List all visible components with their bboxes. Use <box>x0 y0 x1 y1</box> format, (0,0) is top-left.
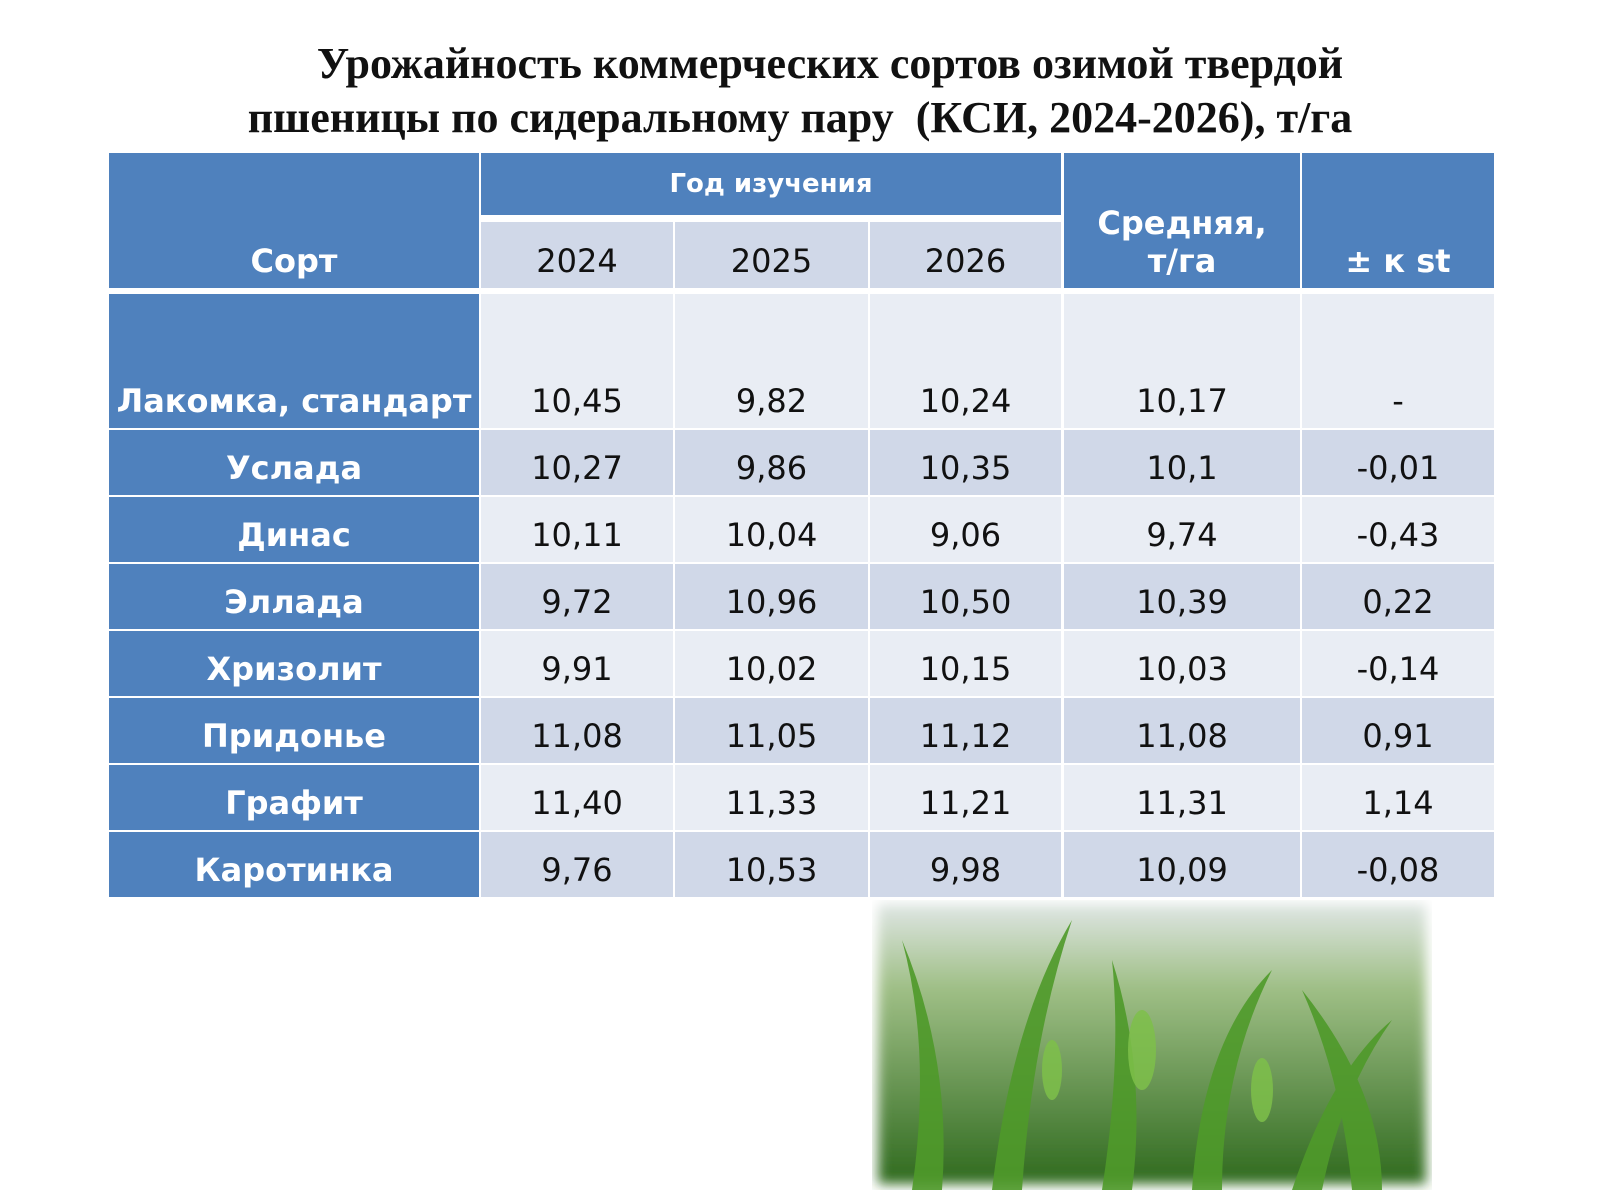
table-cell: 9,91 <box>481 631 673 696</box>
table-cell: 10,11 <box>481 497 673 562</box>
table-cell: 9,82 <box>675 294 868 428</box>
table-cell: 9,06 <box>870 497 1061 562</box>
table-cell: 11,40 <box>481 765 673 830</box>
row-label: Хризолит <box>109 631 479 696</box>
table-cell: 11,33 <box>675 765 868 830</box>
table-cell: 11,21 <box>870 765 1061 830</box>
table-cell: 10,27 <box>481 430 673 495</box>
table-cell: 9,76 <box>481 832 673 897</box>
table-cell: 9,74 <box>1064 497 1300 562</box>
table-cell: -0,08 <box>1302 832 1494 897</box>
table-cell: 10,35 <box>870 430 1061 495</box>
table-cell: -0,01 <box>1302 430 1494 495</box>
table-cell: 10,15 <box>870 631 1061 696</box>
header-cell: Сорт <box>109 153 479 288</box>
table-cell: 11,08 <box>1064 698 1300 763</box>
table-cell: 10,1 <box>1064 430 1300 495</box>
row-label: Эллада <box>109 564 479 629</box>
table-cell: -0,43 <box>1302 497 1494 562</box>
table-cell: 10,96 <box>675 564 868 629</box>
title-line: пшеницы по сидеральному пару (КСИ, 2024-… <box>247 93 1353 142</box>
table-cell: 0,91 <box>1302 698 1494 763</box>
row-label: Графит <box>109 765 479 830</box>
header-cell: 2026 <box>870 222 1061 288</box>
table-cell: 9,86 <box>675 430 868 495</box>
table-cell: - <box>1302 294 1494 428</box>
table-cell: 10,50 <box>870 564 1061 629</box>
table-cell: 10,17 <box>1064 294 1300 428</box>
title-line: Урожайность коммерческих сортов озимой т… <box>316 39 1344 88</box>
table-cell: 9,98 <box>870 832 1061 897</box>
header-cell: 2024 <box>481 222 673 288</box>
header-cell: Средняя, т/га <box>1064 153 1300 288</box>
header-cell: 2025 <box>675 222 868 288</box>
table-cell: -0,14 <box>1302 631 1494 696</box>
header-cell: Год изучения <box>481 153 1061 215</box>
table-cell: 11,05 <box>675 698 868 763</box>
table-cell: 10,04 <box>675 497 868 562</box>
row-label: Услада <box>109 430 479 495</box>
table-cell: 10,24 <box>870 294 1061 428</box>
row-label: Динас <box>109 497 479 562</box>
header-cell: ± к st <box>1302 153 1494 288</box>
table-cell: 10,45 <box>481 294 673 428</box>
table-cell: 1,14 <box>1302 765 1494 830</box>
table-cell: 11,31 <box>1064 765 1300 830</box>
table-cell: 11,08 <box>481 698 673 763</box>
row-label: Придонье <box>109 698 479 763</box>
table-cell: 10,02 <box>675 631 868 696</box>
table-cell: 11,12 <box>870 698 1061 763</box>
table-cell: 10,53 <box>675 832 868 897</box>
table-cell: 10,03 <box>1064 631 1300 696</box>
table-cell: 9,72 <box>481 564 673 629</box>
wheat-photo <box>878 904 1426 1190</box>
table-cell: 0,22 <box>1302 564 1494 629</box>
row-label: Лакомка, стандарт <box>109 294 479 428</box>
table-cell: 10,39 <box>1064 564 1300 629</box>
table-cell: 10,09 <box>1064 832 1300 897</box>
row-label: Каротинка <box>109 832 479 897</box>
